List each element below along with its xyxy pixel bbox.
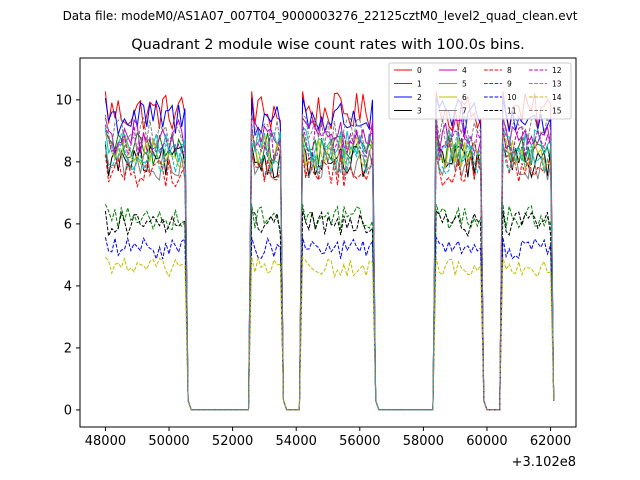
x-tick-label: 50000	[148, 434, 189, 449]
legend-label: 13	[552, 80, 562, 89]
legend-label: 10	[507, 93, 517, 102]
y-tick-label: 8	[64, 155, 72, 170]
x-tick-label: 58000	[403, 434, 444, 449]
series-line-15	[104, 113, 555, 411]
y-tick-label: 0	[64, 403, 72, 418]
y-tick-label: 2	[64, 341, 72, 356]
figure-suptitle: Data file: modeM0/AS1A07_007T04_90000032…	[63, 9, 578, 23]
plot-area: 48000 50000 52000 54000 56000 58000 60000 62000…	[55, 57, 577, 470]
legend-label: 14	[552, 93, 562, 102]
series-line-11	[104, 209, 555, 411]
series-line-14	[105, 256, 555, 411]
legend-label: 8	[507, 66, 512, 75]
x-tick-label: 60000	[466, 434, 507, 449]
legend-label: 7	[462, 107, 467, 116]
legend-label: 6	[462, 93, 467, 102]
axes-frame	[79, 57, 577, 428]
y-tick-label: 4	[64, 279, 72, 294]
x-tick-label: 52000	[212, 434, 253, 449]
series-layer	[104, 91, 555, 411]
legend-label: 12	[552, 66, 562, 75]
x-tick-label: 62000	[530, 434, 571, 449]
x-tick-label: 48000	[85, 434, 126, 449]
x-axis: 48000 50000 52000 54000 56000 58000 60000 62000	[85, 427, 571, 449]
legend-label: 2	[417, 93, 422, 102]
y-axis: 0 2 4 6 8 10	[55, 93, 80, 418]
legend-frame	[388, 62, 572, 120]
legend-label: 11	[507, 107, 517, 116]
x-offset-label: +3.102e8	[512, 455, 576, 470]
y-tick-label: 6	[64, 217, 72, 232]
chart-title: Quadrant 2 module wise count rates with …	[131, 37, 525, 53]
legend-label: 0	[417, 66, 422, 75]
legend-label: 4	[462, 66, 467, 75]
y-tick-label: 10	[55, 93, 72, 108]
x-tick-label: 54000	[276, 434, 317, 449]
x-tick-label: 56000	[339, 434, 380, 449]
legend-label: 5	[462, 80, 467, 89]
legend-label: 3	[417, 107, 422, 116]
legend-label: 15	[552, 107, 562, 116]
legend-label: 1	[417, 80, 422, 89]
series-line-12	[104, 124, 555, 411]
legend-label: 9	[507, 80, 512, 89]
